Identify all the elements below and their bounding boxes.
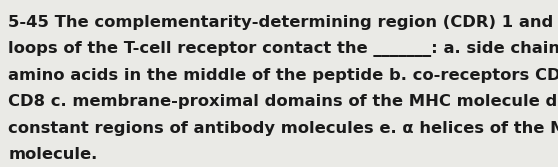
Text: molecule.: molecule. xyxy=(8,147,98,162)
Text: loops of the T-cell receptor contact the _______: a. side chains of: loops of the T-cell receptor contact the… xyxy=(8,41,558,57)
Text: amino acids in the middle of the peptide b. co-receptors CD4 or: amino acids in the middle of the peptide… xyxy=(8,68,558,83)
Text: constant regions of antibody molecules e. α helices of the MHC: constant regions of antibody molecules e… xyxy=(8,121,558,136)
Text: CD8 c. membrane-proximal domains of the MHC molecule d.: CD8 c. membrane-proximal domains of the … xyxy=(8,94,558,109)
Text: 5-45 The complementarity-determining region (CDR) 1 and CDR2: 5-45 The complementarity-determining reg… xyxy=(8,15,558,30)
